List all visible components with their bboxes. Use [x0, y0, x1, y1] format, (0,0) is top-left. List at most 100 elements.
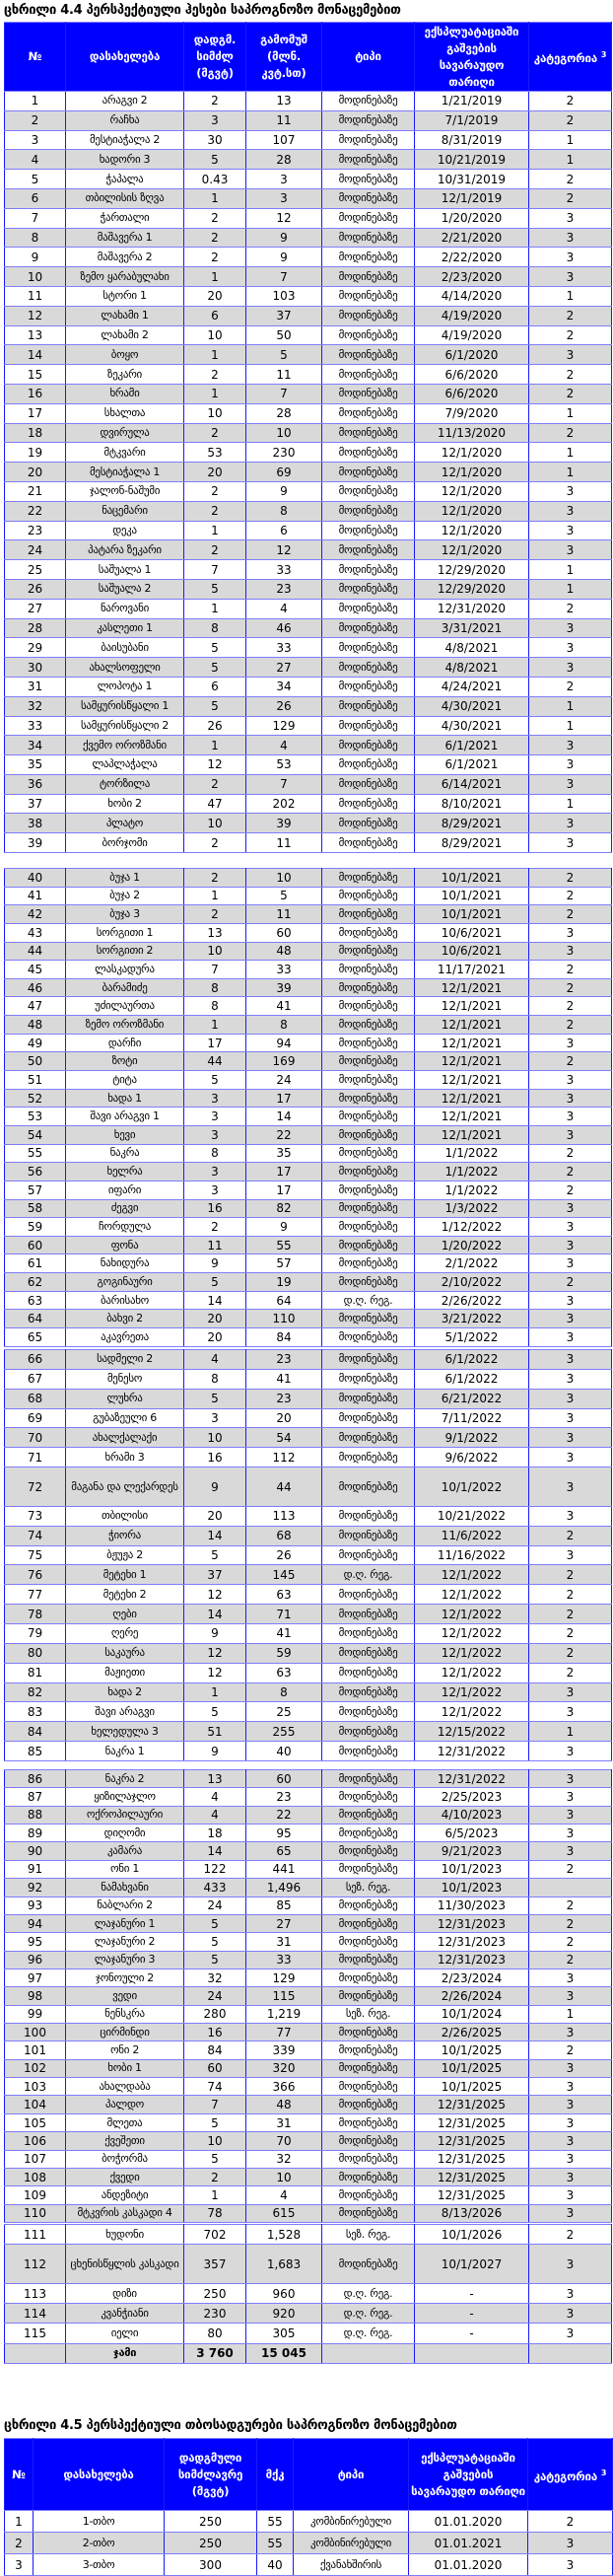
- cell-name: გოგინაური: [65, 1272, 184, 1292]
- table-row: 21 ჯალონ-ნაშუმი 2 9 მოდინებაზე 12/1/2020 3: [4, 480, 612, 502]
- cell-number: 86: [4, 1768, 66, 1789]
- cell-category: 3: [528, 813, 612, 834]
- cell-name: ნაროვანი: [65, 598, 184, 619]
- cell-date: 01.01.2021: [408, 2532, 528, 2554]
- cell-generation: 48: [245, 941, 322, 962]
- cell-number: 15: [4, 364, 66, 385]
- table-4-5-title: ცხრილი 4.5 პერსპექტიული თბოსადგურები საპ…: [4, 2418, 457, 2433]
- column-header-label: დასახელება: [63, 2467, 134, 2481]
- column-header-generation: გამომუშ (მლნ. კვტ.სთ): [245, 22, 322, 92]
- cell-date: 10/6/2021: [414, 941, 529, 962]
- table-row: 3 3-თბო 300 40 ქვანახშირის 01.01.2020 3: [4, 2553, 613, 2576]
- table-4-4-section: 66 სადმელი 2 4 23 მოდინებაზე 6/1/2022 3 67 მენეს…: [4, 1349, 612, 1762]
- header-row: № დასახელება დადგმული სიმძლავრე (მგვტ) მქკ ტ…: [4, 2438, 613, 2511]
- cell-category: 3: [528, 1217, 612, 1237]
- cell-type: მოდინებაზე: [321, 1051, 415, 1072]
- cell-generation: 305: [245, 2323, 322, 2344]
- cell-type: სეზ. რეგ.: [321, 1878, 415, 1897]
- cell-generation: 10: [245, 868, 322, 888]
- cell-generation: 40: [256, 2553, 294, 2576]
- cell-generation: 94: [245, 1033, 322, 1053]
- cell-generation: 14: [245, 1107, 322, 1126]
- cell-name: ბუჯა 2: [65, 886, 184, 906]
- table-row: 2 რაჩხა 3 11 მოდინებაზე 7/1/2019 2: [4, 109, 612, 131]
- cell-capacity: 30: [183, 129, 246, 151]
- cell-category: 3: [528, 1388, 612, 1409]
- cell-category: 3: [528, 1070, 612, 1090]
- cell-type: მოდინებაზე: [321, 1768, 415, 1789]
- cell-name: ნაცემარი: [65, 500, 184, 522]
- cell-generation: 7: [245, 266, 322, 287]
- cell-type: მოდინებაზე: [321, 422, 415, 444]
- cell-category: 2: [528, 904, 612, 924]
- table-row: 14 ბოყო 1 5 მოდინებაზე 6/1/2020 3: [4, 344, 612, 366]
- cell-date: 10/31/2019: [414, 169, 529, 189]
- cell-date: 12/31/2020: [414, 598, 529, 619]
- cell-capacity: 250: [183, 2283, 246, 2305]
- cell-capacity: 4: [183, 1805, 246, 1825]
- column-header-label: ტიპი: [337, 2467, 365, 2481]
- cell-capacity: 13: [183, 922, 246, 943]
- cell-type: მოდინებაზე: [321, 149, 415, 171]
- cell-generation: 48: [245, 2095, 322, 2114]
- cell-type: მოდინებაზე: [321, 1986, 415, 2006]
- column-header-label: კატეგორია: [533, 2469, 598, 2483]
- cell-date: 12/1/2020: [414, 539, 529, 561]
- cell-name: დიზი: [65, 2283, 184, 2305]
- table-row: 59 ჩორდულა 2 9 მოდინებაზე 1/12/2022 3: [4, 1217, 612, 1237]
- cell-date: 12/1/2021: [414, 977, 529, 998]
- table-row: 49 დარჩი 17 94 მოდინებაზე 12/1/2021 3: [4, 1033, 612, 1053]
- cell-capacity: 250: [164, 2532, 257, 2554]
- cell-generation: 4: [245, 598, 322, 619]
- cell-number: 10: [4, 266, 66, 287]
- cell-generation: 22: [245, 1124, 322, 1145]
- cell-generation: 55: [256, 2532, 294, 2554]
- cell-capacity: 84: [183, 2040, 246, 2060]
- table-row: 57 იფარი 3 17 მოდინებაზე 1/1/2022 2: [4, 1180, 612, 1200]
- cell-type: სეზ. რეგ.: [321, 2004, 415, 2025]
- cell-type: მოდინებაზე: [321, 904, 415, 924]
- cell-generation: 50: [245, 324, 322, 346]
- column-header-label: ტიპი: [355, 49, 381, 63]
- table-row: 75 ბჟუჟა 2 5 26 მოდინებაზე 11/16/2022 3: [4, 1544, 612, 1566]
- cell-type: მოდინებაზე: [321, 1349, 415, 1370]
- cell-generation: 4: [245, 735, 322, 756]
- cell-type: მოდინებაზე: [321, 996, 415, 1017]
- cell-type: [321, 2342, 415, 2364]
- cell-category: 3: [528, 2323, 612, 2344]
- cell-date: 12/31/2022: [414, 1768, 529, 1789]
- cell-number: 88: [4, 1805, 66, 1825]
- column-header-name: დასახელება: [65, 22, 184, 92]
- cell-date: -: [414, 2323, 529, 2344]
- cell-category: 1: [528, 129, 612, 151]
- column-header-label: ექსპლუატაციაში გაშვების სავარაუდო თარიღი: [411, 2450, 525, 2498]
- cell-type: მოდინებაზე: [321, 1162, 415, 1181]
- table-row: 58 ძეგვი 16 82 მოდინებაზე 1/3/2022 3: [4, 1198, 612, 1219]
- table-row: 24 პატარა ზეკარი 2 12 მოდინებაზე 12/1/2020 3: [4, 539, 612, 561]
- cell-capacity: 5: [183, 695, 246, 717]
- cell-number: 46: [4, 977, 66, 998]
- cell-capacity: 51: [183, 1721, 246, 1743]
- cell-generation: 1,528: [245, 2223, 322, 2246]
- cell-name: ნახიდურა: [65, 1253, 184, 1274]
- cell-type: მოდინებაზე: [321, 2203, 415, 2223]
- cell-number: 41: [4, 886, 66, 906]
- cell-category: 1: [528, 462, 612, 482]
- cell-capacity: 3 760: [183, 2342, 246, 2364]
- cell-number: 105: [4, 2112, 66, 2133]
- cell-name: ზეკარი: [65, 364, 184, 385]
- cell-capacity: 74: [183, 2077, 246, 2097]
- cell-name: აკავრეთა: [65, 1327, 184, 1347]
- cell-capacity: 6: [183, 305, 246, 326]
- cell-capacity: 5: [183, 657, 246, 678]
- cell-name: ახალდაბა: [65, 2077, 184, 2097]
- cell-capacity: 16: [183, 1198, 246, 1219]
- cell-category: 3: [528, 1447, 612, 1468]
- cell-date: 10/1/2024: [414, 2004, 529, 2025]
- cell-type: მოდინებაზე: [321, 462, 415, 482]
- cell-number: 31: [4, 676, 66, 697]
- cell-generation: 441: [245, 1859, 322, 1880]
- cell-name: ჭაპალა: [65, 169, 184, 189]
- cell-generation: 41: [245, 1623, 322, 1644]
- cell-category: 3: [528, 657, 612, 678]
